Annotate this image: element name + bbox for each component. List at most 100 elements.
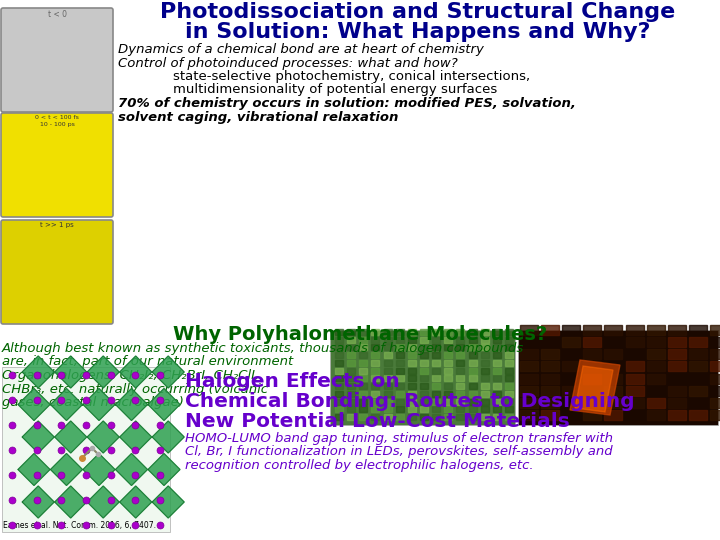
Polygon shape bbox=[420, 414, 428, 420]
Polygon shape bbox=[384, 337, 392, 343]
Polygon shape bbox=[359, 383, 367, 389]
Text: are, in fact, part of our natural environment: are, in fact, part of our natural enviro… bbox=[2, 355, 293, 368]
Polygon shape bbox=[444, 406, 452, 412]
Polygon shape bbox=[456, 391, 464, 397]
Polygon shape bbox=[583, 337, 601, 347]
Polygon shape bbox=[148, 388, 180, 421]
Polygon shape bbox=[347, 406, 355, 412]
Polygon shape bbox=[18, 454, 50, 485]
Polygon shape bbox=[562, 398, 580, 408]
Polygon shape bbox=[570, 360, 620, 415]
Polygon shape bbox=[87, 421, 120, 453]
Text: Dynamics of a chemical bond are at heart of chemistry: Dynamics of a chemical bond are at heart… bbox=[118, 43, 484, 56]
Polygon shape bbox=[456, 337, 464, 343]
Polygon shape bbox=[626, 337, 644, 347]
Polygon shape bbox=[372, 337, 379, 343]
Text: Although best known as synthetic toxicants, thousands of halogen compounds: Although best known as synthetic toxican… bbox=[2, 342, 524, 355]
Polygon shape bbox=[408, 414, 416, 420]
Text: Photodissociation and Structural Change: Photodissociation and Structural Change bbox=[161, 2, 675, 22]
Polygon shape bbox=[359, 329, 367, 335]
Polygon shape bbox=[456, 352, 464, 358]
Polygon shape bbox=[541, 410, 559, 420]
Polygon shape bbox=[647, 374, 665, 383]
Polygon shape bbox=[493, 345, 501, 350]
Polygon shape bbox=[347, 383, 355, 389]
Polygon shape bbox=[384, 406, 392, 412]
Polygon shape bbox=[372, 352, 379, 358]
Polygon shape bbox=[583, 361, 601, 372]
Polygon shape bbox=[420, 399, 428, 404]
Polygon shape bbox=[120, 486, 152, 518]
Polygon shape bbox=[420, 345, 428, 350]
Polygon shape bbox=[444, 352, 452, 358]
Polygon shape bbox=[493, 368, 501, 374]
Polygon shape bbox=[432, 352, 440, 358]
Polygon shape bbox=[583, 386, 601, 396]
Polygon shape bbox=[456, 399, 464, 404]
Polygon shape bbox=[347, 375, 355, 381]
Polygon shape bbox=[444, 360, 452, 366]
Text: Eames et al. Nat. Comm. 2016, 6, 7407.: Eames et al. Nat. Comm. 2016, 6, 7407. bbox=[3, 521, 156, 530]
Polygon shape bbox=[347, 329, 355, 335]
Polygon shape bbox=[626, 349, 644, 359]
Polygon shape bbox=[647, 398, 665, 408]
Polygon shape bbox=[432, 360, 440, 366]
Polygon shape bbox=[626, 386, 644, 396]
Text: Organohalogens: CH₂I₂, CH₂BrI, CH₂ClI,: Organohalogens: CH₂I₂, CH₂BrI, CH₂ClI, bbox=[2, 369, 259, 382]
Polygon shape bbox=[626, 374, 644, 383]
Polygon shape bbox=[541, 374, 559, 383]
Polygon shape bbox=[335, 368, 343, 374]
Text: Why Polyhalomethane Molecules?: Why Polyhalomethane Molecules? bbox=[173, 325, 547, 344]
Polygon shape bbox=[384, 352, 392, 358]
Polygon shape bbox=[335, 345, 343, 350]
Polygon shape bbox=[372, 329, 379, 335]
Polygon shape bbox=[420, 391, 428, 397]
Polygon shape bbox=[626, 398, 644, 408]
Polygon shape bbox=[152, 356, 184, 388]
Polygon shape bbox=[432, 383, 440, 389]
Polygon shape bbox=[396, 414, 404, 420]
Text: 70% of chemistry occurs in solution: modified PES, solvation,: 70% of chemistry occurs in solution: mod… bbox=[118, 97, 576, 110]
Polygon shape bbox=[55, 421, 86, 453]
Polygon shape bbox=[384, 360, 392, 366]
Polygon shape bbox=[605, 398, 623, 408]
Polygon shape bbox=[481, 406, 489, 412]
Polygon shape bbox=[505, 352, 513, 358]
Polygon shape bbox=[408, 352, 416, 358]
Polygon shape bbox=[396, 360, 404, 366]
Polygon shape bbox=[456, 414, 464, 420]
Polygon shape bbox=[493, 383, 501, 389]
Polygon shape bbox=[605, 349, 623, 359]
Polygon shape bbox=[50, 388, 83, 421]
Polygon shape bbox=[493, 391, 501, 397]
Text: t >> 1 ps: t >> 1 ps bbox=[40, 222, 74, 228]
Polygon shape bbox=[347, 360, 355, 366]
Polygon shape bbox=[420, 383, 428, 389]
FancyBboxPatch shape bbox=[1, 113, 113, 217]
Polygon shape bbox=[335, 383, 343, 389]
Polygon shape bbox=[667, 398, 685, 408]
Polygon shape bbox=[120, 356, 152, 388]
Polygon shape bbox=[83, 388, 115, 421]
Text: Control of photoinduced processes: what and how?: Control of photoinduced processes: what … bbox=[118, 57, 458, 70]
Polygon shape bbox=[420, 352, 428, 358]
Polygon shape bbox=[505, 399, 513, 404]
Polygon shape bbox=[347, 368, 355, 374]
Polygon shape bbox=[359, 375, 367, 381]
Polygon shape bbox=[432, 375, 440, 381]
Polygon shape bbox=[444, 399, 452, 404]
Polygon shape bbox=[372, 391, 379, 397]
Polygon shape bbox=[408, 368, 416, 374]
Polygon shape bbox=[469, 345, 477, 350]
Polygon shape bbox=[456, 368, 464, 374]
Polygon shape bbox=[384, 383, 392, 389]
Polygon shape bbox=[372, 406, 379, 412]
Polygon shape bbox=[152, 486, 184, 518]
Polygon shape bbox=[481, 360, 489, 366]
Text: CHBr₃, etc. naturally occurring (volcanic: CHBr₃, etc. naturally occurring (volcani… bbox=[2, 382, 268, 395]
Polygon shape bbox=[87, 356, 120, 388]
Polygon shape bbox=[408, 329, 416, 335]
Polygon shape bbox=[396, 375, 404, 381]
Polygon shape bbox=[493, 360, 501, 366]
Polygon shape bbox=[444, 368, 452, 374]
